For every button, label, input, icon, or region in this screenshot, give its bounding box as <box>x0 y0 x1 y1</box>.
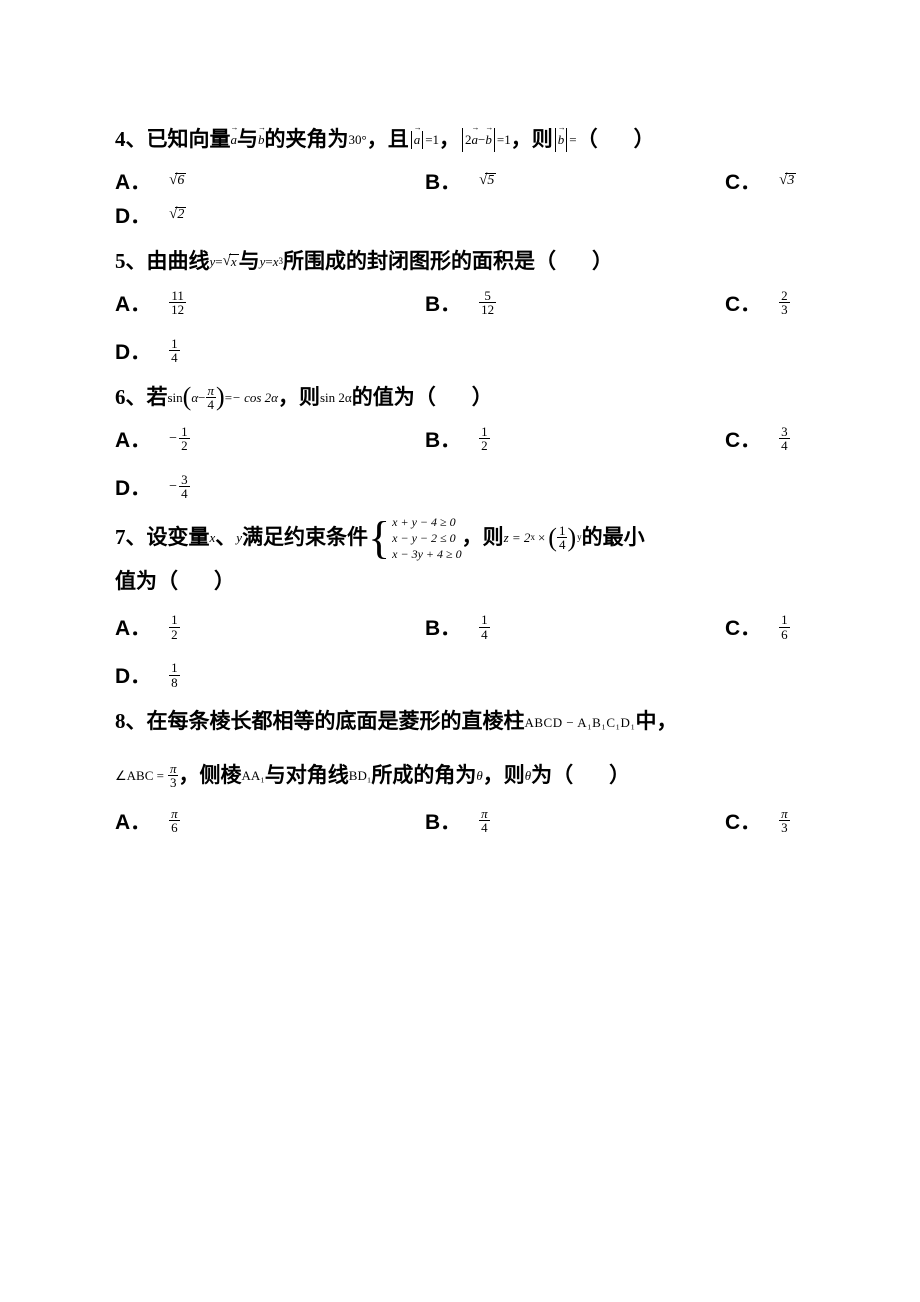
q4-opt-C: C．√3 <box>725 166 805 196</box>
q5-opt-D: D．14 <box>115 336 425 366</box>
q5-number: 5、 <box>115 242 147 282</box>
q8-opt-A: A．π6 <box>115 806 425 836</box>
q6-opt-D: D．−34 <box>115 472 425 502</box>
q4-text: 与 <box>237 120 258 160</box>
q6-text: 若 <box>147 378 168 418</box>
q6-stem: 6、 若 sin ( α − π4 ) = − cos 2α ，则 sin 2α… <box>115 378 810 418</box>
q4-opt-A: A．√6 <box>115 166 425 196</box>
question-4: 4、 已知向量 a 与 b 的夹角为 30° ，且 a = 1 ， 2a − b… <box>115 120 810 230</box>
angle-abc: ∠ABC = π3 <box>115 762 178 790</box>
q6-text: ，则 <box>278 378 320 418</box>
curve1: y = √x <box>210 254 239 269</box>
q7-number: 7、 <box>115 518 147 558</box>
q6-text: 的值为（ <box>352 378 436 418</box>
q4-stem: 4、 已知向量 a 与 b 的夹角为 30° ，且 a = 1 ， 2a − b… <box>115 120 810 160</box>
q5-choices: A．1112 B．512 C．23 D．14 <box>115 288 810 366</box>
q7-text: 值为（ <box>115 562 178 602</box>
q4-text: ，则 <box>511 120 553 160</box>
q4-opt-B: B．√5 <box>425 166 725 196</box>
q4-choices: A．√6 B．√5 C．√3 D．√2 <box>115 166 810 230</box>
question-7: 7、 设变量 x 、 y 满足约束条件 { x + y − 4 ≥ 0 x − … <box>115 514 810 690</box>
q7-text: 的最小 <box>582 518 645 558</box>
q7-opt-A: A．12 <box>115 612 425 642</box>
q7-text: 设变量 <box>147 518 210 558</box>
q8-stem-line2: ∠ABC = π3 ，侧棱 AA₁ 与对角线 BD₁ 所成的角为 θ ，则 θ … <box>115 756 810 796</box>
q5-text: 所围成的封闭图形的面积是（ <box>283 242 556 282</box>
q7-opt-B: B．14 <box>425 612 725 642</box>
q4-text: （ <box>577 120 598 160</box>
eq-mag-b: b = <box>553 128 577 152</box>
q7-opt-D: D．18 <box>115 660 425 690</box>
sin2a: sin 2α <box>320 391 352 404</box>
q5-opt-A: A．1112 <box>115 288 425 318</box>
vector-b: b <box>258 133 265 146</box>
angle-30: 30° <box>349 133 367 146</box>
q4-text: ） <box>634 120 655 160</box>
q8-number: 8、 <box>115 702 147 742</box>
q6-expr: sin ( α − π4 ) = − cos 2α <box>168 384 278 412</box>
diag-bd1: BD₁ <box>349 769 372 782</box>
edge-aa1: AA₁ <box>241 769 264 782</box>
q5-stem: 5、 由曲线 y = √x 与 y = x3 所围成的封闭图形的面积是（ ） <box>115 242 810 282</box>
q8-opt-B: B．π4 <box>425 806 725 836</box>
question-6: 6、 若 sin ( α − π4 ) = − cos 2α ，则 sin 2α… <box>115 378 810 502</box>
q4-text: ，且 <box>367 120 409 160</box>
q5-text: ） <box>592 242 613 282</box>
q4-text: ， <box>439 120 460 160</box>
q7-stem: 7、 设变量 x 、 y 满足约束条件 { x + y − 4 ≥ 0 x − … <box>115 514 810 563</box>
q7-stem-line2: 值为（ ） <box>115 562 810 602</box>
q7-text: 满足约束条件 <box>242 518 368 558</box>
q5-opt-B: B．512 <box>425 288 725 318</box>
q6-choices: A．−12 B．12 C．34 D．−34 <box>115 424 810 502</box>
eq-mag-a: a = 1 <box>409 131 439 149</box>
q8-text: 所成的角为 <box>371 756 476 796</box>
z-expr: z = 2x × ( 14 )y <box>504 524 582 552</box>
q8-text: 中， <box>635 702 677 742</box>
q4-number: 4、 <box>115 120 147 160</box>
question-8: 8、 在每条棱长都相等的底面是菱形的直棱柱 ABCD − A₁B₁C₁D₁ 中，… <box>115 702 810 836</box>
vector-a: a <box>231 133 238 146</box>
q5-text: 由曲线 <box>147 242 210 282</box>
q8-choices: A．π6 B．π4 C．π3 <box>115 806 810 836</box>
q7-text: 、 <box>215 518 236 558</box>
curve2: y = x3 <box>260 255 283 268</box>
q6-opt-B: B．12 <box>425 424 725 454</box>
q7-text: ，则 <box>462 518 504 558</box>
q4-text: 已知向量 <box>147 120 231 160</box>
q6-text: ） <box>472 378 493 418</box>
eq-mag-2a-b: 2a − b = 1 <box>460 128 511 152</box>
q8-opt-C: C．π3 <box>725 806 805 836</box>
q5-opt-C: C．23 <box>725 288 805 318</box>
q5-text: 与 <box>239 242 260 282</box>
question-5: 5、 由曲线 y = √x 与 y = x3 所围成的封闭图形的面积是（ ） A… <box>115 242 810 366</box>
q7-text: ） <box>214 562 235 602</box>
q7-choices: A．12 B．14 C．16 D．18 <box>115 612 810 690</box>
q8-stem-line1: 8、 在每条棱长都相等的底面是菱形的直棱柱 ABCD − A₁B₁C₁D₁ 中， <box>115 702 810 742</box>
prism-label: ABCD − A₁B₁C₁D₁ <box>525 716 636 729</box>
q8-text: 与对角线 <box>265 756 349 796</box>
q8-text: ） <box>609 756 630 796</box>
q6-number: 6、 <box>115 378 147 418</box>
q8-text: ，则 <box>483 756 525 796</box>
q8-text: 在每条棱长都相等的底面是菱形的直棱柱 <box>147 702 525 742</box>
q4-text: 的夹角为 <box>265 120 349 160</box>
q6-opt-A: A．−12 <box>115 424 425 454</box>
q7-opt-C: C．16 <box>725 612 805 642</box>
q4-opt-D: D．√2 <box>115 200 425 230</box>
constraint-system: { x + y − 4 ≥ 0 x − y − 2 ≤ 0 x − 3y + 4… <box>368 514 462 563</box>
q8-text: 为（ <box>531 756 573 796</box>
q6-opt-C: C．34 <box>725 424 805 454</box>
q8-text: ，侧棱 <box>178 756 241 796</box>
